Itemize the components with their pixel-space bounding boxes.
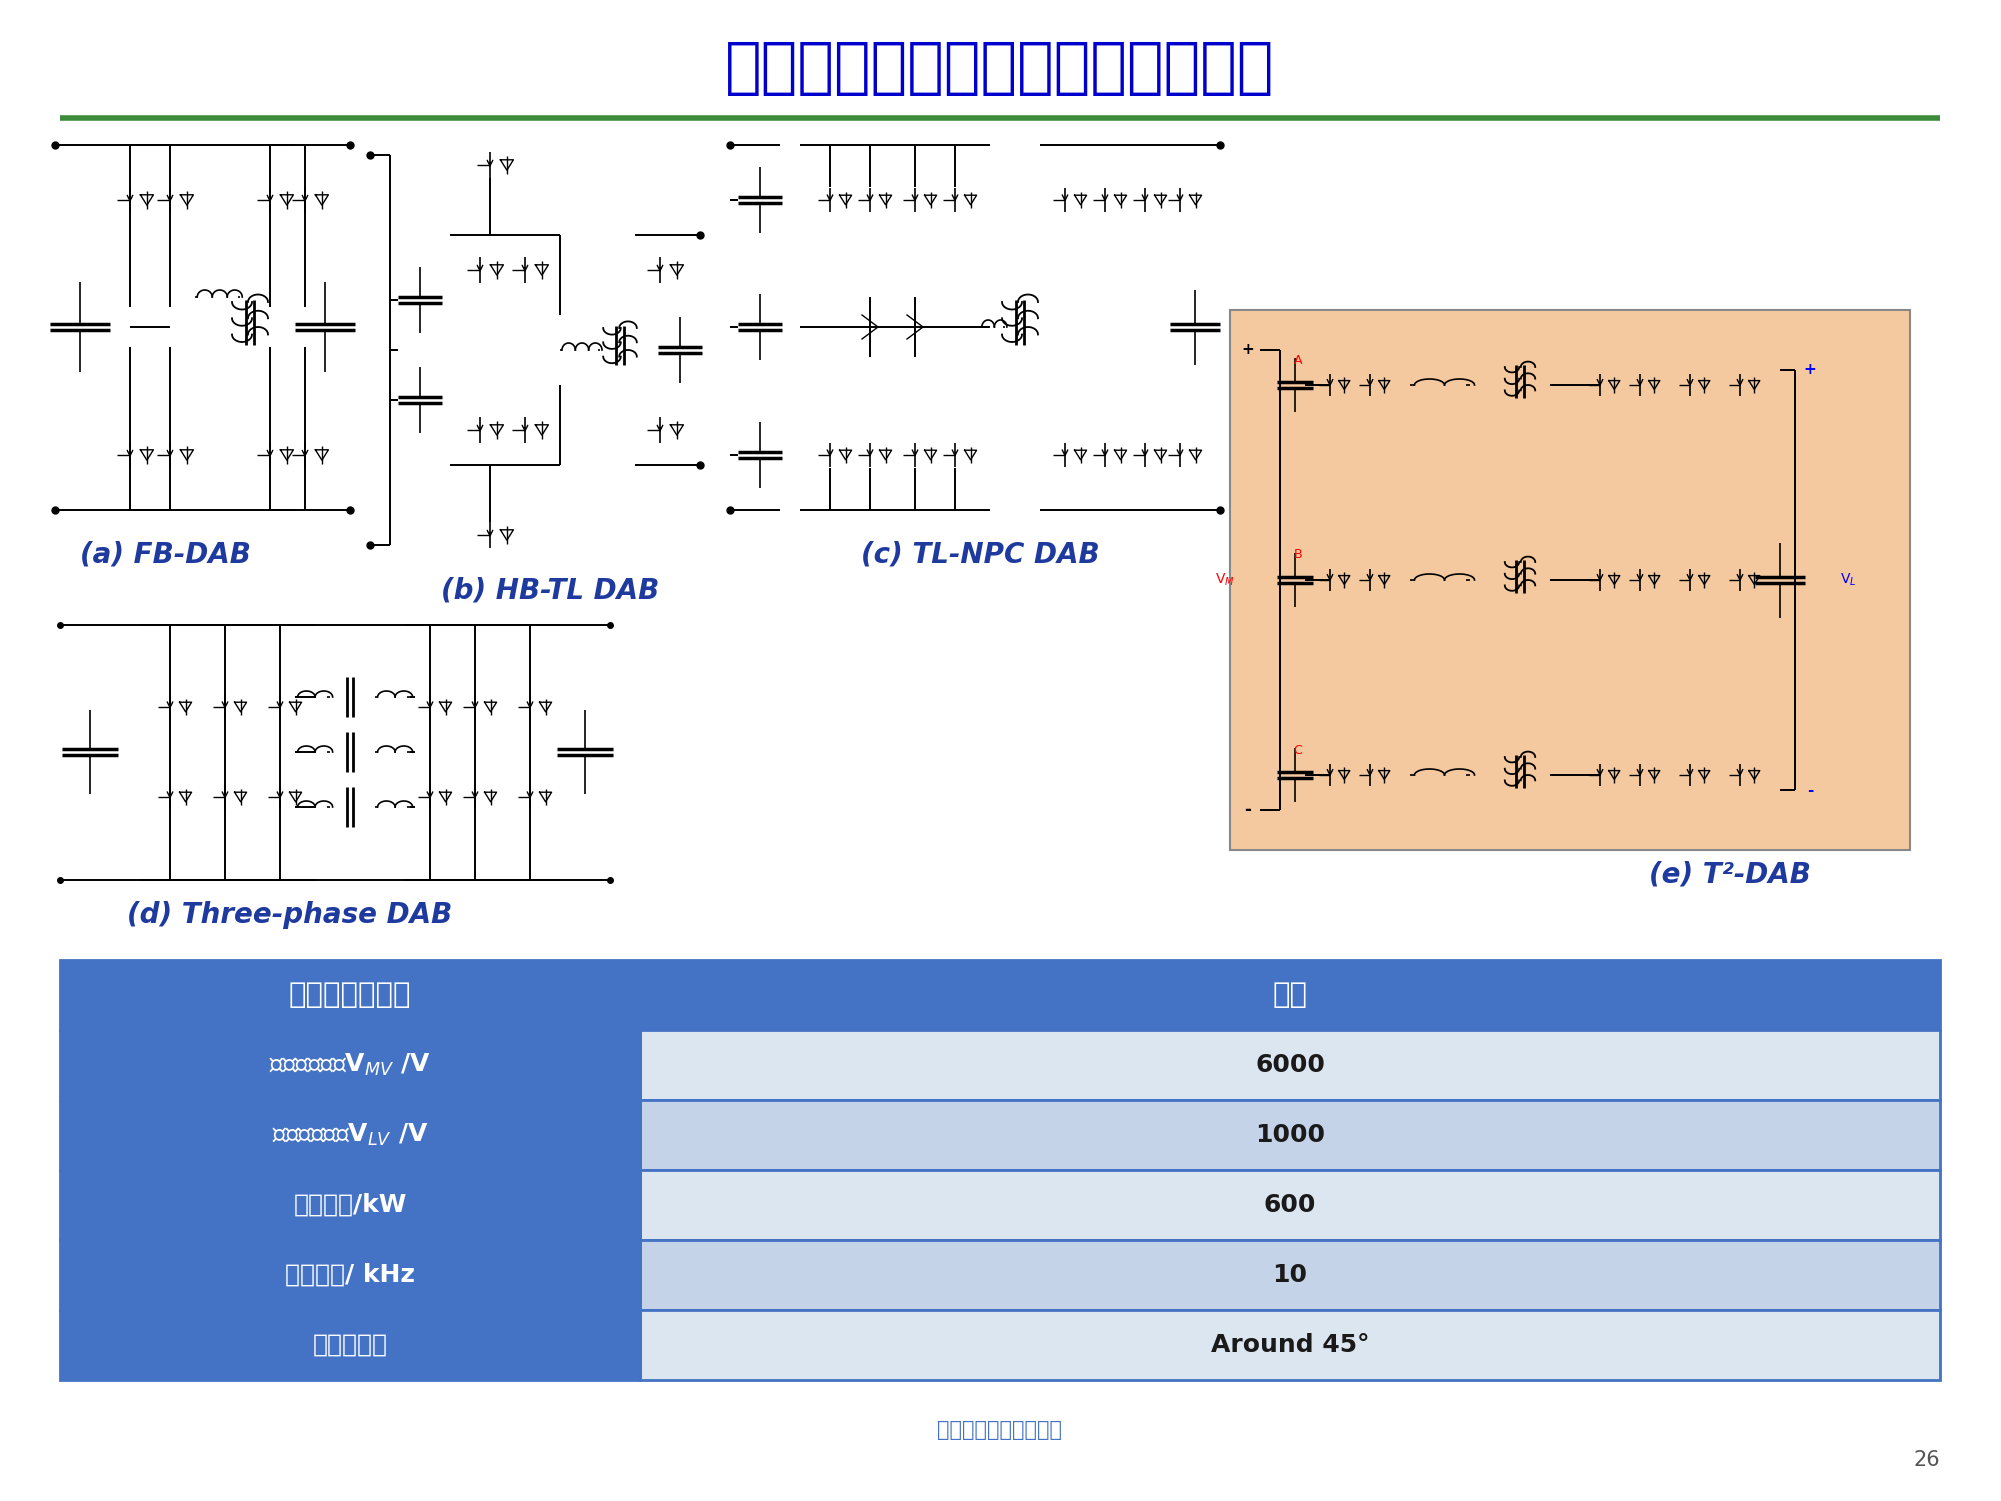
Text: 低压端口电压V$_{LV}$ /V: 低压端口电压V$_{LV}$ /V xyxy=(272,1121,428,1148)
Text: V$_M$: V$_M$ xyxy=(1215,572,1235,588)
Bar xyxy=(640,1240,1941,1310)
Text: Around 45°: Around 45° xyxy=(1211,1333,1369,1357)
Text: 600: 600 xyxy=(1265,1193,1317,1217)
Text: (a) FB-DAB: (a) FB-DAB xyxy=(80,540,250,569)
Text: 直流变压器参数: 直流变压器参数 xyxy=(288,982,412,1009)
Text: +: + xyxy=(1243,342,1255,357)
Bar xyxy=(60,1100,640,1169)
Text: 中压端口电压V$_{MV}$ /V: 中压端口电压V$_{MV}$ /V xyxy=(268,1052,430,1078)
Text: -: - xyxy=(1245,802,1251,820)
Bar xyxy=(640,1100,1941,1169)
Text: 《电工技术学报》发布: 《电工技术学报》发布 xyxy=(938,1420,1063,1439)
Bar xyxy=(1231,311,1911,850)
Text: (d) Three-phase DAB: (d) Three-phase DAB xyxy=(128,901,452,929)
Text: 6000: 6000 xyxy=(1255,1054,1325,1078)
Text: B: B xyxy=(1295,548,1303,561)
Bar xyxy=(60,1240,640,1310)
Bar xyxy=(640,1169,1941,1240)
Text: (b) HB-TL DAB: (b) HB-TL DAB xyxy=(440,576,658,603)
Text: 额定功率/kW: 额定功率/kW xyxy=(294,1193,406,1217)
Text: 10: 10 xyxy=(1273,1262,1307,1286)
Text: C: C xyxy=(1293,743,1303,757)
Text: A: A xyxy=(1295,354,1303,366)
Text: +: + xyxy=(1803,363,1817,377)
Bar xyxy=(60,1030,640,1100)
Text: 高功率密度型直流变压器方案对比: 高功率密度型直流变压器方案对比 xyxy=(724,39,1275,98)
Text: -: - xyxy=(1807,782,1813,797)
Bar xyxy=(60,961,1941,1030)
Text: V$_L$: V$_L$ xyxy=(1841,572,1857,588)
Bar xyxy=(60,1310,640,1379)
Text: (e) T²-DAB: (e) T²-DAB xyxy=(1649,862,1811,889)
Text: 数值: 数值 xyxy=(1273,982,1307,1009)
Text: (c) TL-NPC DAB: (c) TL-NPC DAB xyxy=(860,540,1099,569)
Bar xyxy=(640,1030,1941,1100)
Text: 26: 26 xyxy=(1913,1450,1941,1469)
Text: 开关频率/ kHz: 开关频率/ kHz xyxy=(284,1262,414,1286)
Bar xyxy=(640,1310,1941,1379)
Text: 最大移相角: 最大移相角 xyxy=(312,1333,388,1357)
Bar xyxy=(60,1169,640,1240)
Text: 1000: 1000 xyxy=(1255,1123,1325,1147)
